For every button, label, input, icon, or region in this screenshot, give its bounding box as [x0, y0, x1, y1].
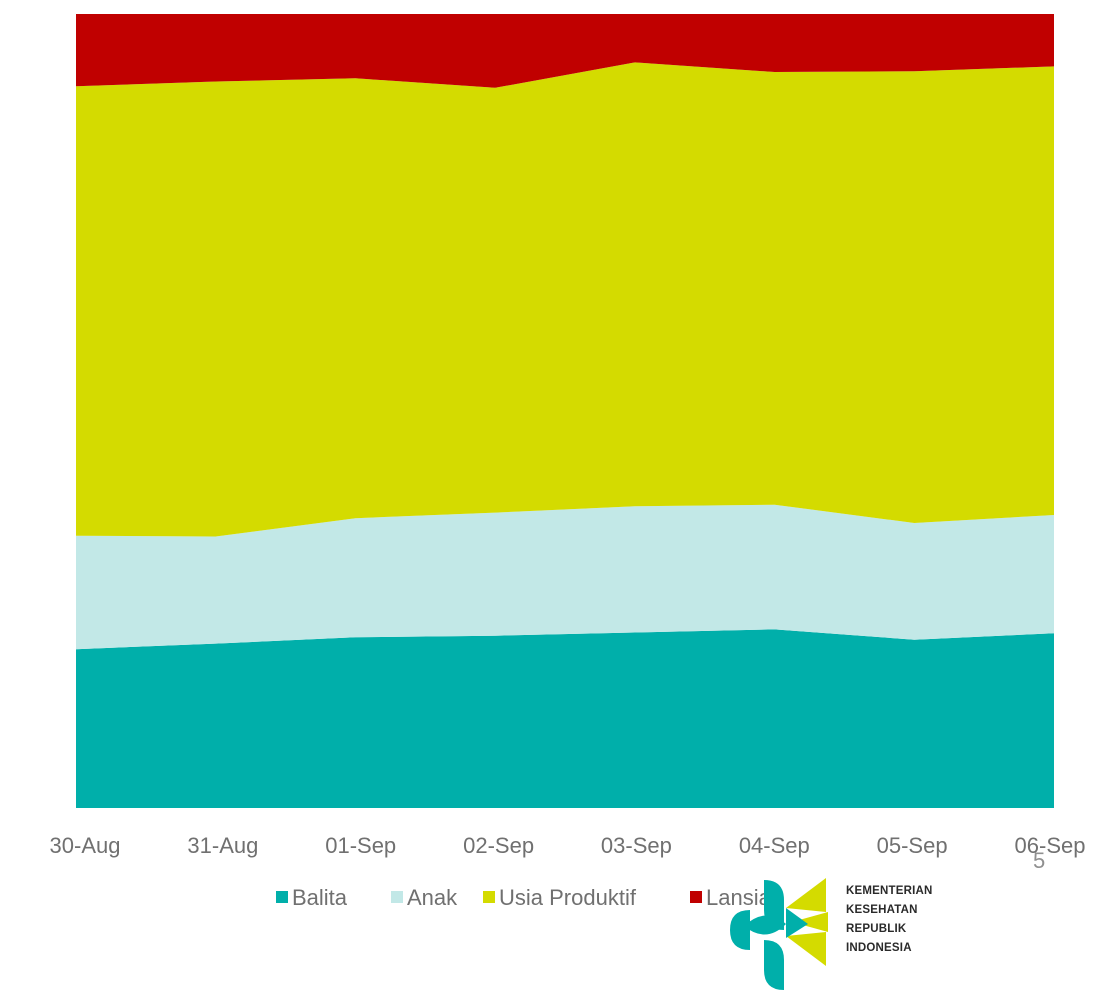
- legend-swatch-usia-produktif: [483, 891, 495, 903]
- area-series-balita: [76, 629, 1054, 808]
- logo-line-1: KEMENTERIAN: [846, 885, 933, 897]
- chart-areas: [76, 14, 1054, 808]
- kemenkes-logo-mark-icon: [730, 878, 828, 990]
- logo-line-3: REPUBLIK: [846, 923, 907, 935]
- legend-swatch-balita: [276, 891, 288, 903]
- chart-legend: Balita Anak Usia Produktif Lansia: [276, 885, 772, 910]
- x-tick-label: 30-Aug: [50, 833, 121, 858]
- kemenkes-logo-wordmark: KEMENTERIAN KESEHATAN REPUBLIK INDONESIA: [846, 882, 933, 958]
- x-tick-label: 31-Aug: [187, 833, 258, 858]
- x-tick-label: 04-Sep: [739, 833, 810, 858]
- x-tick-label: 05-Sep: [877, 833, 948, 858]
- x-axis-tick-labels: 30-Aug 31-Aug 01-Sep 02-Sep 03-Sep 04-Sep 05-S…: [50, 833, 1086, 858]
- x-tick-label: 01-Sep: [325, 833, 396, 858]
- page-number: 5: [1033, 848, 1046, 873]
- kemenkes-logo: KEMENTERIAN KESEHATAN REPUBLIK INDONESIA: [722, 868, 992, 998]
- x-tick-label: 06-Sep: [1015, 833, 1086, 858]
- area-series-anak: [76, 504, 1054, 650]
- logo-line-2: KESEHATAN: [846, 904, 918, 916]
- x-tick-label: 03-Sep: [601, 833, 672, 858]
- x-tick-label: 02-Sep: [463, 833, 534, 858]
- area-series-usia-produktif: [76, 62, 1054, 537]
- area-series-lansia: [76, 14, 1054, 88]
- legend-swatch-lansia: [690, 891, 702, 903]
- legend-label-balita: Balita: [292, 885, 348, 910]
- legend-label-lansia: Lansia: [706, 885, 772, 910]
- legend-label-anak: Anak: [407, 885, 458, 910]
- legend-swatch-anak: [391, 891, 403, 903]
- legend-label-usia-produktif: Usia Produktif: [499, 885, 637, 910]
- logo-line-4: INDONESIA: [846, 942, 912, 954]
